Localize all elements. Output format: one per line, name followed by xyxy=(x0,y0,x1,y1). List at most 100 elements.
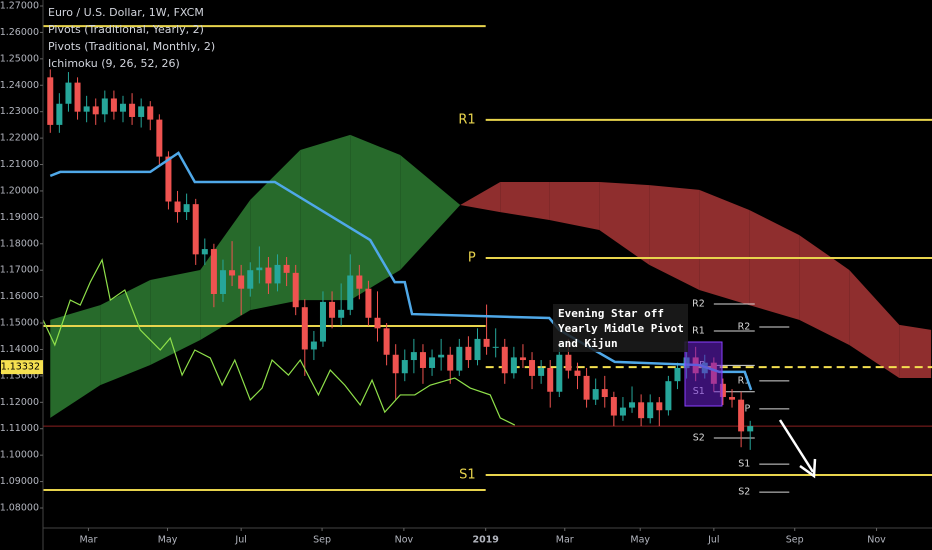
cloud-segment xyxy=(350,134,401,301)
pivot-label: R1 xyxy=(738,375,751,386)
y-tick-label: 1.17000 xyxy=(0,265,39,276)
y-tick-label: 1.11000 xyxy=(0,423,39,434)
annotation: Evening Star off Yearly Middle Pivot and… xyxy=(553,304,688,352)
candle-body xyxy=(101,98,108,115)
candle-body xyxy=(519,357,526,361)
candle-body xyxy=(229,270,236,276)
pivot-label: S2 xyxy=(738,487,750,498)
legend: Euro / U.S. Dollar, 1W, FXCM Pivots (Tra… xyxy=(48,6,215,70)
candle-body xyxy=(501,346,508,374)
candle-body xyxy=(665,381,672,411)
candle-body xyxy=(429,357,436,368)
x-axis-panel xyxy=(0,528,932,550)
candle-body xyxy=(274,264,281,284)
cloud-segment xyxy=(460,181,501,213)
candle-body xyxy=(192,204,199,255)
candle-body xyxy=(592,389,599,400)
x-tick-label: 2019 xyxy=(472,535,498,546)
cloud-segment xyxy=(749,209,800,320)
pivot-label: R1 xyxy=(458,112,475,127)
y-tick-label: 1.20000 xyxy=(0,185,39,196)
candle-body xyxy=(219,270,226,294)
pivot-label: R2 xyxy=(692,299,705,310)
x-tick-label: May xyxy=(158,535,178,546)
candle-body xyxy=(374,317,381,329)
candle-body xyxy=(747,426,754,432)
candle-body xyxy=(301,307,308,350)
candle-body xyxy=(56,103,63,125)
candle-body xyxy=(165,156,172,202)
candle-body xyxy=(738,399,745,432)
pivot-label: P xyxy=(745,403,751,414)
candle-body xyxy=(474,338,481,361)
plot-area: R1PS1R2R1PS1S2R2R1PS1S2 xyxy=(42,25,932,498)
pivot-label: S1 xyxy=(459,467,476,482)
candle-body xyxy=(47,77,54,125)
arrow-head xyxy=(799,458,817,479)
y-tick-label: 1.21000 xyxy=(0,159,39,170)
candle-body xyxy=(83,106,90,112)
candle-body xyxy=(656,402,663,411)
x-tick-label: Mar xyxy=(79,535,97,546)
y-tick-label: 1.10000 xyxy=(0,450,39,461)
annotation-line: Evening Star off xyxy=(558,307,664,320)
candle-body xyxy=(210,249,217,294)
candle-body xyxy=(565,354,572,371)
candle-body xyxy=(438,354,445,358)
candle-body xyxy=(183,204,190,213)
candle-body xyxy=(74,82,81,112)
cloud-segment xyxy=(500,181,550,221)
candle-body xyxy=(147,106,154,120)
candle-body xyxy=(338,309,345,318)
candle-body xyxy=(729,397,736,400)
pivot-label: R2 xyxy=(738,322,751,333)
x-tick-label: Sep xyxy=(313,535,331,546)
candle-body xyxy=(410,352,417,361)
candle-body xyxy=(601,389,608,398)
x-tick-label: Jul xyxy=(707,535,719,546)
cloud-segment xyxy=(549,181,600,231)
legend-indicator: Ichimoku (9, 26, 52, 26) xyxy=(48,57,180,70)
annotation-line: and Kijun xyxy=(558,337,618,350)
candle-body xyxy=(447,354,454,371)
y-tick-label: 1.25000 xyxy=(0,53,39,64)
y-tick-label: 1.12000 xyxy=(0,397,39,408)
y-tick-label: 1.15000 xyxy=(0,318,39,329)
candle-body xyxy=(292,272,299,308)
legend-indicator: Pivots (Traditional, Monthly, 2) xyxy=(48,40,215,53)
candle-body xyxy=(356,275,363,289)
candle-body xyxy=(265,267,272,284)
candle-body xyxy=(619,407,626,416)
candle-body xyxy=(719,383,726,398)
candle-body xyxy=(419,352,426,368)
candle-body xyxy=(65,82,72,104)
cloud-segment xyxy=(699,189,750,306)
candle-body xyxy=(283,264,290,273)
annotation-line: Yearly Middle Pivot xyxy=(558,322,684,335)
y-tick-label: 1.08000 xyxy=(0,502,39,513)
cloud-segment xyxy=(799,235,850,345)
y-tick-label: 1.14000 xyxy=(0,344,39,355)
x-tick-label: Nov xyxy=(867,535,886,546)
pivot-label: P xyxy=(468,251,476,266)
candle-body xyxy=(247,270,254,289)
candle-body xyxy=(138,106,145,117)
y-tick-label: 1.24000 xyxy=(0,80,39,91)
cloud-segment xyxy=(849,269,900,379)
cloud-segment xyxy=(599,181,650,265)
candle-body xyxy=(547,367,554,392)
candle-body xyxy=(492,346,499,348)
candle-body xyxy=(347,275,354,310)
candle-body xyxy=(119,103,126,112)
candle-body xyxy=(465,346,472,361)
y-tick-label: 1.26000 xyxy=(0,27,39,38)
candle-body xyxy=(629,402,636,408)
x-tick-label: Sep xyxy=(786,535,804,546)
candle-body xyxy=(456,346,463,371)
candle-body xyxy=(583,375,590,400)
y-axis-panel xyxy=(0,0,43,550)
candle-body xyxy=(238,275,245,289)
cloud-segment xyxy=(899,324,932,379)
legend-title: Euro / U.S. Dollar, 1W, FXCM xyxy=(48,6,204,19)
